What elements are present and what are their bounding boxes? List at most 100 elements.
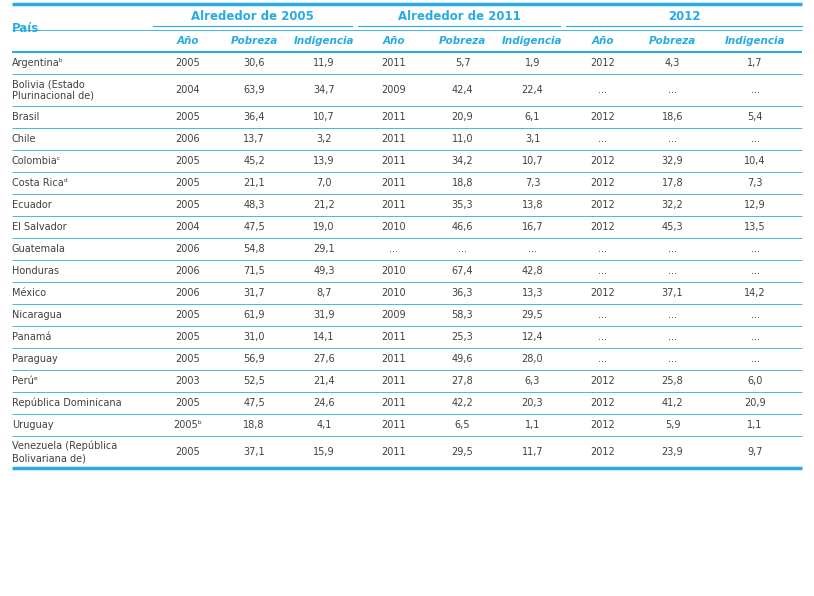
Text: 2011: 2011 [382, 332, 406, 342]
Text: ...: ... [668, 332, 677, 342]
Text: 20,9: 20,9 [744, 398, 766, 408]
Text: Alrededor de 2005: Alrededor de 2005 [191, 11, 314, 23]
Text: 2006: 2006 [175, 244, 199, 254]
Text: 2005: 2005 [175, 398, 200, 408]
Text: 10,4: 10,4 [744, 156, 766, 166]
Text: 2009: 2009 [382, 85, 406, 95]
Text: 2005: 2005 [175, 156, 200, 166]
Text: Ecuador: Ecuador [12, 200, 52, 210]
Text: Indigencia: Indigencia [294, 36, 354, 46]
Text: 2005: 2005 [175, 354, 200, 364]
Text: ...: ... [598, 266, 607, 276]
Text: 2011: 2011 [382, 447, 406, 457]
Text: 58,3: 58,3 [452, 310, 473, 320]
Text: ...: ... [598, 244, 607, 254]
Text: 36,4: 36,4 [243, 112, 265, 122]
Text: 2006: 2006 [175, 134, 199, 144]
Text: 2012: 2012 [590, 288, 615, 298]
Text: 18,8: 18,8 [243, 420, 265, 430]
Text: Uruguay: Uruguay [12, 420, 54, 430]
Text: ...: ... [458, 244, 467, 254]
Text: ...: ... [751, 134, 759, 144]
Text: 71,5: 71,5 [243, 266, 265, 276]
Text: 2011: 2011 [382, 398, 406, 408]
Text: Colombiaᶜ: Colombiaᶜ [12, 156, 61, 166]
Text: 23,9: 23,9 [662, 447, 683, 457]
Text: 2011: 2011 [382, 112, 406, 122]
Text: 46,6: 46,6 [452, 222, 473, 232]
Text: 21,1: 21,1 [243, 178, 265, 188]
Text: 3,1: 3,1 [525, 134, 540, 144]
Text: 6,0: 6,0 [747, 376, 763, 386]
Text: 29,5: 29,5 [452, 447, 474, 457]
Text: 2005: 2005 [175, 447, 200, 457]
Text: 34,7: 34,7 [313, 85, 335, 95]
Text: 7,0: 7,0 [317, 178, 332, 188]
Text: 18,8: 18,8 [452, 178, 473, 188]
Text: 30,6: 30,6 [243, 58, 265, 68]
Text: ...: ... [668, 134, 677, 144]
Text: 52,5: 52,5 [243, 376, 265, 386]
Text: 49,6: 49,6 [452, 354, 473, 364]
Text: 56,9: 56,9 [243, 354, 265, 364]
Text: 13,8: 13,8 [522, 200, 543, 210]
Text: 6,1: 6,1 [525, 112, 540, 122]
Text: 2012: 2012 [590, 112, 615, 122]
Text: 2006: 2006 [175, 266, 199, 276]
Text: Costa Ricaᵈ: Costa Ricaᵈ [12, 178, 68, 188]
Text: 2011: 2011 [382, 134, 406, 144]
Text: 2009: 2009 [382, 310, 406, 320]
Text: ...: ... [598, 332, 607, 342]
Text: 32,2: 32,2 [662, 200, 684, 210]
Text: 2011: 2011 [382, 376, 406, 386]
Text: 2012: 2012 [590, 376, 615, 386]
Text: 6,5: 6,5 [455, 420, 470, 430]
Text: ...: ... [668, 85, 677, 95]
Text: Panamá: Panamá [12, 332, 51, 342]
Text: ...: ... [598, 310, 607, 320]
Text: ...: ... [390, 244, 399, 254]
Text: 34,2: 34,2 [452, 156, 473, 166]
Text: Nicaragua: Nicaragua [12, 310, 62, 320]
Text: 5,4: 5,4 [747, 112, 763, 122]
Text: 21,4: 21,4 [313, 376, 335, 386]
Text: 45,2: 45,2 [243, 156, 265, 166]
Text: 7,3: 7,3 [525, 178, 540, 188]
Text: 2011: 2011 [382, 178, 406, 188]
Text: ...: ... [751, 354, 759, 364]
Text: ...: ... [598, 354, 607, 364]
Text: 13,3: 13,3 [522, 288, 543, 298]
Text: México: México [12, 288, 46, 298]
Text: ...: ... [598, 134, 607, 144]
Text: 22,4: 22,4 [522, 85, 544, 95]
Text: 67,4: 67,4 [452, 266, 473, 276]
Text: Alrededor de 2011: Alrededor de 2011 [397, 11, 520, 23]
Text: 13,7: 13,7 [243, 134, 265, 144]
Text: 2012: 2012 [590, 200, 615, 210]
Text: 17,8: 17,8 [662, 178, 683, 188]
Text: 47,5: 47,5 [243, 222, 265, 232]
Text: 13,5: 13,5 [744, 222, 766, 232]
Text: 63,9: 63,9 [243, 85, 265, 95]
Text: 2010: 2010 [382, 222, 406, 232]
Text: Argentinaᵇ: Argentinaᵇ [12, 58, 63, 68]
Text: 47,5: 47,5 [243, 398, 265, 408]
Text: República Dominicana: República Dominicana [12, 398, 121, 408]
Text: 2011: 2011 [382, 420, 406, 430]
Text: 32,9: 32,9 [662, 156, 683, 166]
Text: 42,4: 42,4 [452, 85, 473, 95]
Text: Año: Año [177, 36, 199, 46]
Text: 35,3: 35,3 [452, 200, 473, 210]
Text: 25,8: 25,8 [662, 376, 684, 386]
Text: 1,1: 1,1 [525, 420, 540, 430]
Text: 10,7: 10,7 [522, 156, 543, 166]
Text: 2005: 2005 [175, 178, 200, 188]
Text: ...: ... [668, 354, 677, 364]
Text: 2011: 2011 [382, 156, 406, 166]
Text: 36,3: 36,3 [452, 288, 473, 298]
Text: ...: ... [751, 266, 759, 276]
Text: 2012: 2012 [590, 58, 615, 68]
Text: 2012: 2012 [590, 222, 615, 232]
Text: ...: ... [668, 244, 677, 254]
Text: ...: ... [751, 310, 759, 320]
